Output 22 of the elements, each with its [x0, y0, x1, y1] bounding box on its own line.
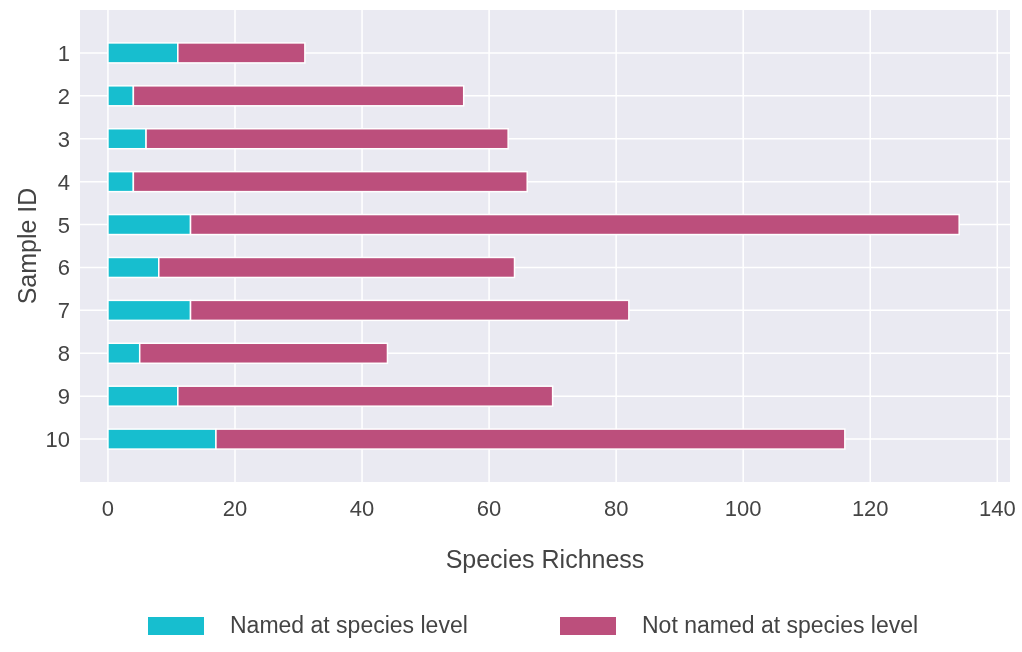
y-tick-label: 2 — [57, 83, 70, 109]
x-tick-label: 80 — [603, 496, 629, 521]
x-tick-label: 20 — [222, 496, 248, 521]
x-tick-label: 120 — [851, 496, 889, 521]
y-tick-label: 10 — [45, 427, 70, 453]
x-tick-label: 140 — [978, 496, 1016, 521]
x-tick-label: 40 — [349, 496, 375, 521]
y-tick-label: 1 — [57, 40, 70, 66]
y-tick-label: 4 — [57, 169, 70, 195]
legend-label: Not named at species level — [642, 612, 919, 638]
y-tick-label: 8 — [57, 341, 70, 367]
y-axis-title: Sample ID — [13, 187, 41, 305]
legend-label: Named at species level — [230, 612, 468, 638]
x-axis-title: Species Richness — [445, 545, 645, 573]
x-tick-label: 100 — [724, 496, 762, 521]
y-tick-label: 7 — [57, 298, 70, 324]
y-tick-label: 6 — [57, 255, 70, 281]
x-tick-label: 0 — [101, 496, 115, 521]
y-tick-label: 9 — [57, 384, 70, 410]
x-tick-label: 60 — [476, 496, 502, 521]
y-tick-label: 3 — [57, 126, 70, 152]
y-tick-label: 5 — [57, 212, 70, 238]
